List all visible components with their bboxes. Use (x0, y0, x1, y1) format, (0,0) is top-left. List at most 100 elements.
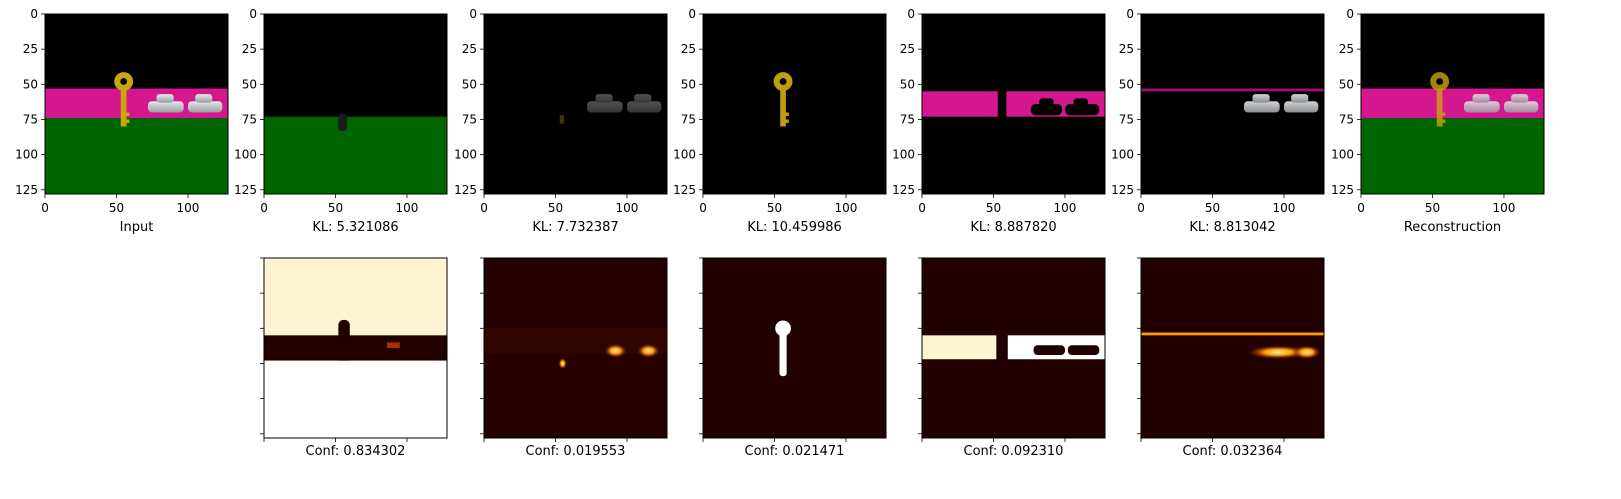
panel-title: KL: 8.813042 (1189, 220, 1275, 235)
cars-shape (1463, 94, 1539, 113)
y-tick-label: 125 (454, 183, 477, 197)
panel-image (45, 14, 228, 194)
y-tick-label: 0 (688, 7, 696, 21)
key-shape (1430, 72, 1450, 127)
panel-image (1361, 14, 1544, 194)
y-tick-label: 125 (892, 183, 915, 197)
y-tick-label: 0 (907, 7, 915, 21)
y-tick-label: 25 (462, 42, 477, 56)
y-tick-label: 125 (234, 183, 257, 197)
y-tick-label: 100 (1331, 148, 1354, 162)
hot-spot (636, 343, 660, 358)
heatmap-image (1141, 258, 1324, 438)
y-tick-label: 50 (1119, 77, 1134, 91)
y-tick-label: 75 (1119, 112, 1134, 126)
y-tick-label: 75 (900, 112, 915, 126)
x-tick-label: 50 (548, 201, 563, 215)
hot-cars (1292, 345, 1322, 360)
panel-frame (921, 257, 1106, 439)
y-tick-label: 25 (242, 42, 257, 56)
panel-frame (1140, 257, 1325, 439)
panel-image (703, 14, 886, 194)
y-tick-label: 50 (23, 77, 38, 91)
panel-title: KL: 10.459986 (747, 220, 842, 235)
heat-background (703, 258, 886, 438)
hot-edge (1141, 332, 1324, 336)
x-tick-label: 0 (1357, 201, 1365, 215)
cold-band (264, 335, 447, 361)
panel-conf-2: Conf: 0.019553 (480, 257, 668, 459)
y-tick-label: 0 (249, 7, 257, 21)
panel-frame (921, 13, 1106, 195)
y-tick-label: 50 (242, 77, 257, 91)
panel-title: KL: 7.732387 (532, 220, 618, 235)
x-tick-label: 100 (1054, 201, 1077, 215)
y-tick-label: 25 (900, 42, 915, 56)
panel-frame (483, 13, 668, 195)
y-tick-label: 100 (673, 148, 696, 162)
panel-frame (1360, 13, 1545, 195)
y-tick-label: 50 (900, 77, 915, 91)
y-tick-label: 0 (1346, 7, 1354, 21)
heatmap-image (484, 258, 667, 438)
y-tick-label: 100 (234, 148, 257, 162)
x-tick-label: 50 (986, 201, 1001, 215)
cars-shape (147, 94, 223, 113)
panel-conf-3: Conf: 0.021471 (699, 257, 887, 459)
panel-title: Conf: 0.092310 (964, 444, 1064, 459)
y-tick-label: 75 (23, 112, 38, 126)
x-tick-label: 0 (1137, 201, 1145, 215)
panel-title: Conf: 0.834302 (306, 444, 406, 459)
panel-frame (1140, 13, 1325, 195)
panel-image (922, 14, 1105, 194)
heatmap-image (703, 258, 886, 438)
y-tick-label: 125 (1111, 183, 1134, 197)
x-tick-label: 0 (260, 201, 268, 215)
x-tick-label: 100 (396, 201, 419, 215)
y-tick-label: 100 (454, 148, 477, 162)
y-tick-label: 125 (15, 183, 38, 197)
hot-cars (1246, 345, 1310, 360)
y-tick-label: 125 (1331, 183, 1354, 197)
x-tick-label: 50 (1425, 201, 1440, 215)
panel-frame (702, 13, 887, 195)
panel-image (1141, 14, 1324, 194)
panel-image (264, 14, 447, 194)
key-stem-shadow (338, 113, 347, 131)
hot-ground (264, 360, 447, 438)
x-tick-label: 100 (835, 201, 858, 215)
hot-spot (558, 357, 567, 370)
warm-spot (386, 342, 400, 348)
band-edge (1141, 88, 1324, 92)
panel-title: Conf: 0.032364 (1183, 444, 1283, 459)
x-tick-label: 50 (328, 201, 343, 215)
y-tick-label: 100 (15, 148, 38, 162)
x-tick-label: 100 (1493, 201, 1516, 215)
faint-cars (586, 94, 662, 113)
y-tick-label: 75 (242, 112, 257, 126)
y-tick-label: 25 (23, 42, 38, 56)
x-tick-label: 0 (699, 201, 707, 215)
x-tick-label: 50 (767, 201, 782, 215)
panel-frame (263, 257, 448, 439)
panel-conf-1: Conf: 0.834302 (260, 257, 448, 459)
x-tick-label: 100 (177, 201, 200, 215)
heatmap-image (264, 258, 447, 438)
y-tick-label: 125 (673, 183, 696, 197)
panel-frame (263, 13, 448, 195)
green-ground (264, 116, 447, 194)
y-tick-label: 0 (469, 7, 477, 21)
y-tick-label: 50 (681, 77, 696, 91)
panel-title: KL: 5.321086 (312, 220, 398, 235)
y-tick-label: 75 (462, 112, 477, 126)
panel-conf-4: Conf: 0.092310 (918, 257, 1106, 459)
hot-spot (604, 343, 627, 358)
panel-frame (44, 13, 229, 195)
x-tick-label: 0 (41, 201, 49, 215)
faint-key-trace (559, 115, 565, 124)
warm-band (484, 328, 667, 354)
hot-band-left (922, 335, 997, 360)
